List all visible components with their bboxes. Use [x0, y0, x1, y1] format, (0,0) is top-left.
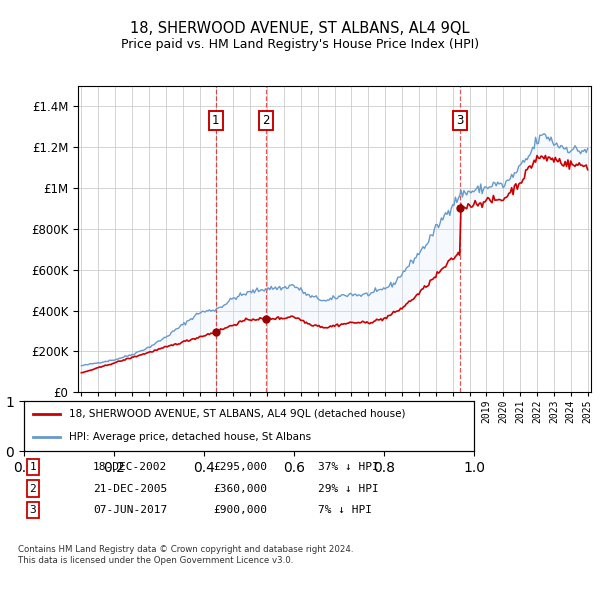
Text: 37% ↓ HPI: 37% ↓ HPI	[318, 463, 379, 472]
Text: 18, SHERWOOD AVENUE, ST ALBANS, AL4 9QL: 18, SHERWOOD AVENUE, ST ALBANS, AL4 9QL	[130, 21, 470, 35]
Text: 07-JUN-2017: 07-JUN-2017	[93, 505, 167, 514]
Text: 1: 1	[212, 114, 220, 127]
Text: 2: 2	[29, 484, 37, 493]
Text: This data is licensed under the Open Government Licence v3.0.: This data is licensed under the Open Gov…	[18, 556, 293, 565]
Text: 18, SHERWOOD AVENUE, ST ALBANS, AL4 9QL (detached house): 18, SHERWOOD AVENUE, ST ALBANS, AL4 9QL …	[69, 409, 406, 419]
Text: £360,000: £360,000	[213, 484, 267, 493]
Text: £295,000: £295,000	[213, 463, 267, 472]
Text: HPI: Average price, detached house, St Albans: HPI: Average price, detached house, St A…	[69, 432, 311, 442]
Text: Contains HM Land Registry data © Crown copyright and database right 2024.: Contains HM Land Registry data © Crown c…	[18, 545, 353, 555]
Text: 21-DEC-2005: 21-DEC-2005	[93, 484, 167, 493]
Text: 29% ↓ HPI: 29% ↓ HPI	[318, 484, 379, 493]
Text: 7% ↓ HPI: 7% ↓ HPI	[318, 505, 372, 514]
Text: 1: 1	[29, 463, 37, 472]
Text: £900,000: £900,000	[213, 505, 267, 514]
Text: 3: 3	[29, 505, 37, 514]
Text: 18-DEC-2002: 18-DEC-2002	[93, 463, 167, 472]
Text: 2: 2	[263, 114, 270, 127]
Text: 3: 3	[457, 114, 464, 127]
Text: Price paid vs. HM Land Registry's House Price Index (HPI): Price paid vs. HM Land Registry's House …	[121, 38, 479, 51]
